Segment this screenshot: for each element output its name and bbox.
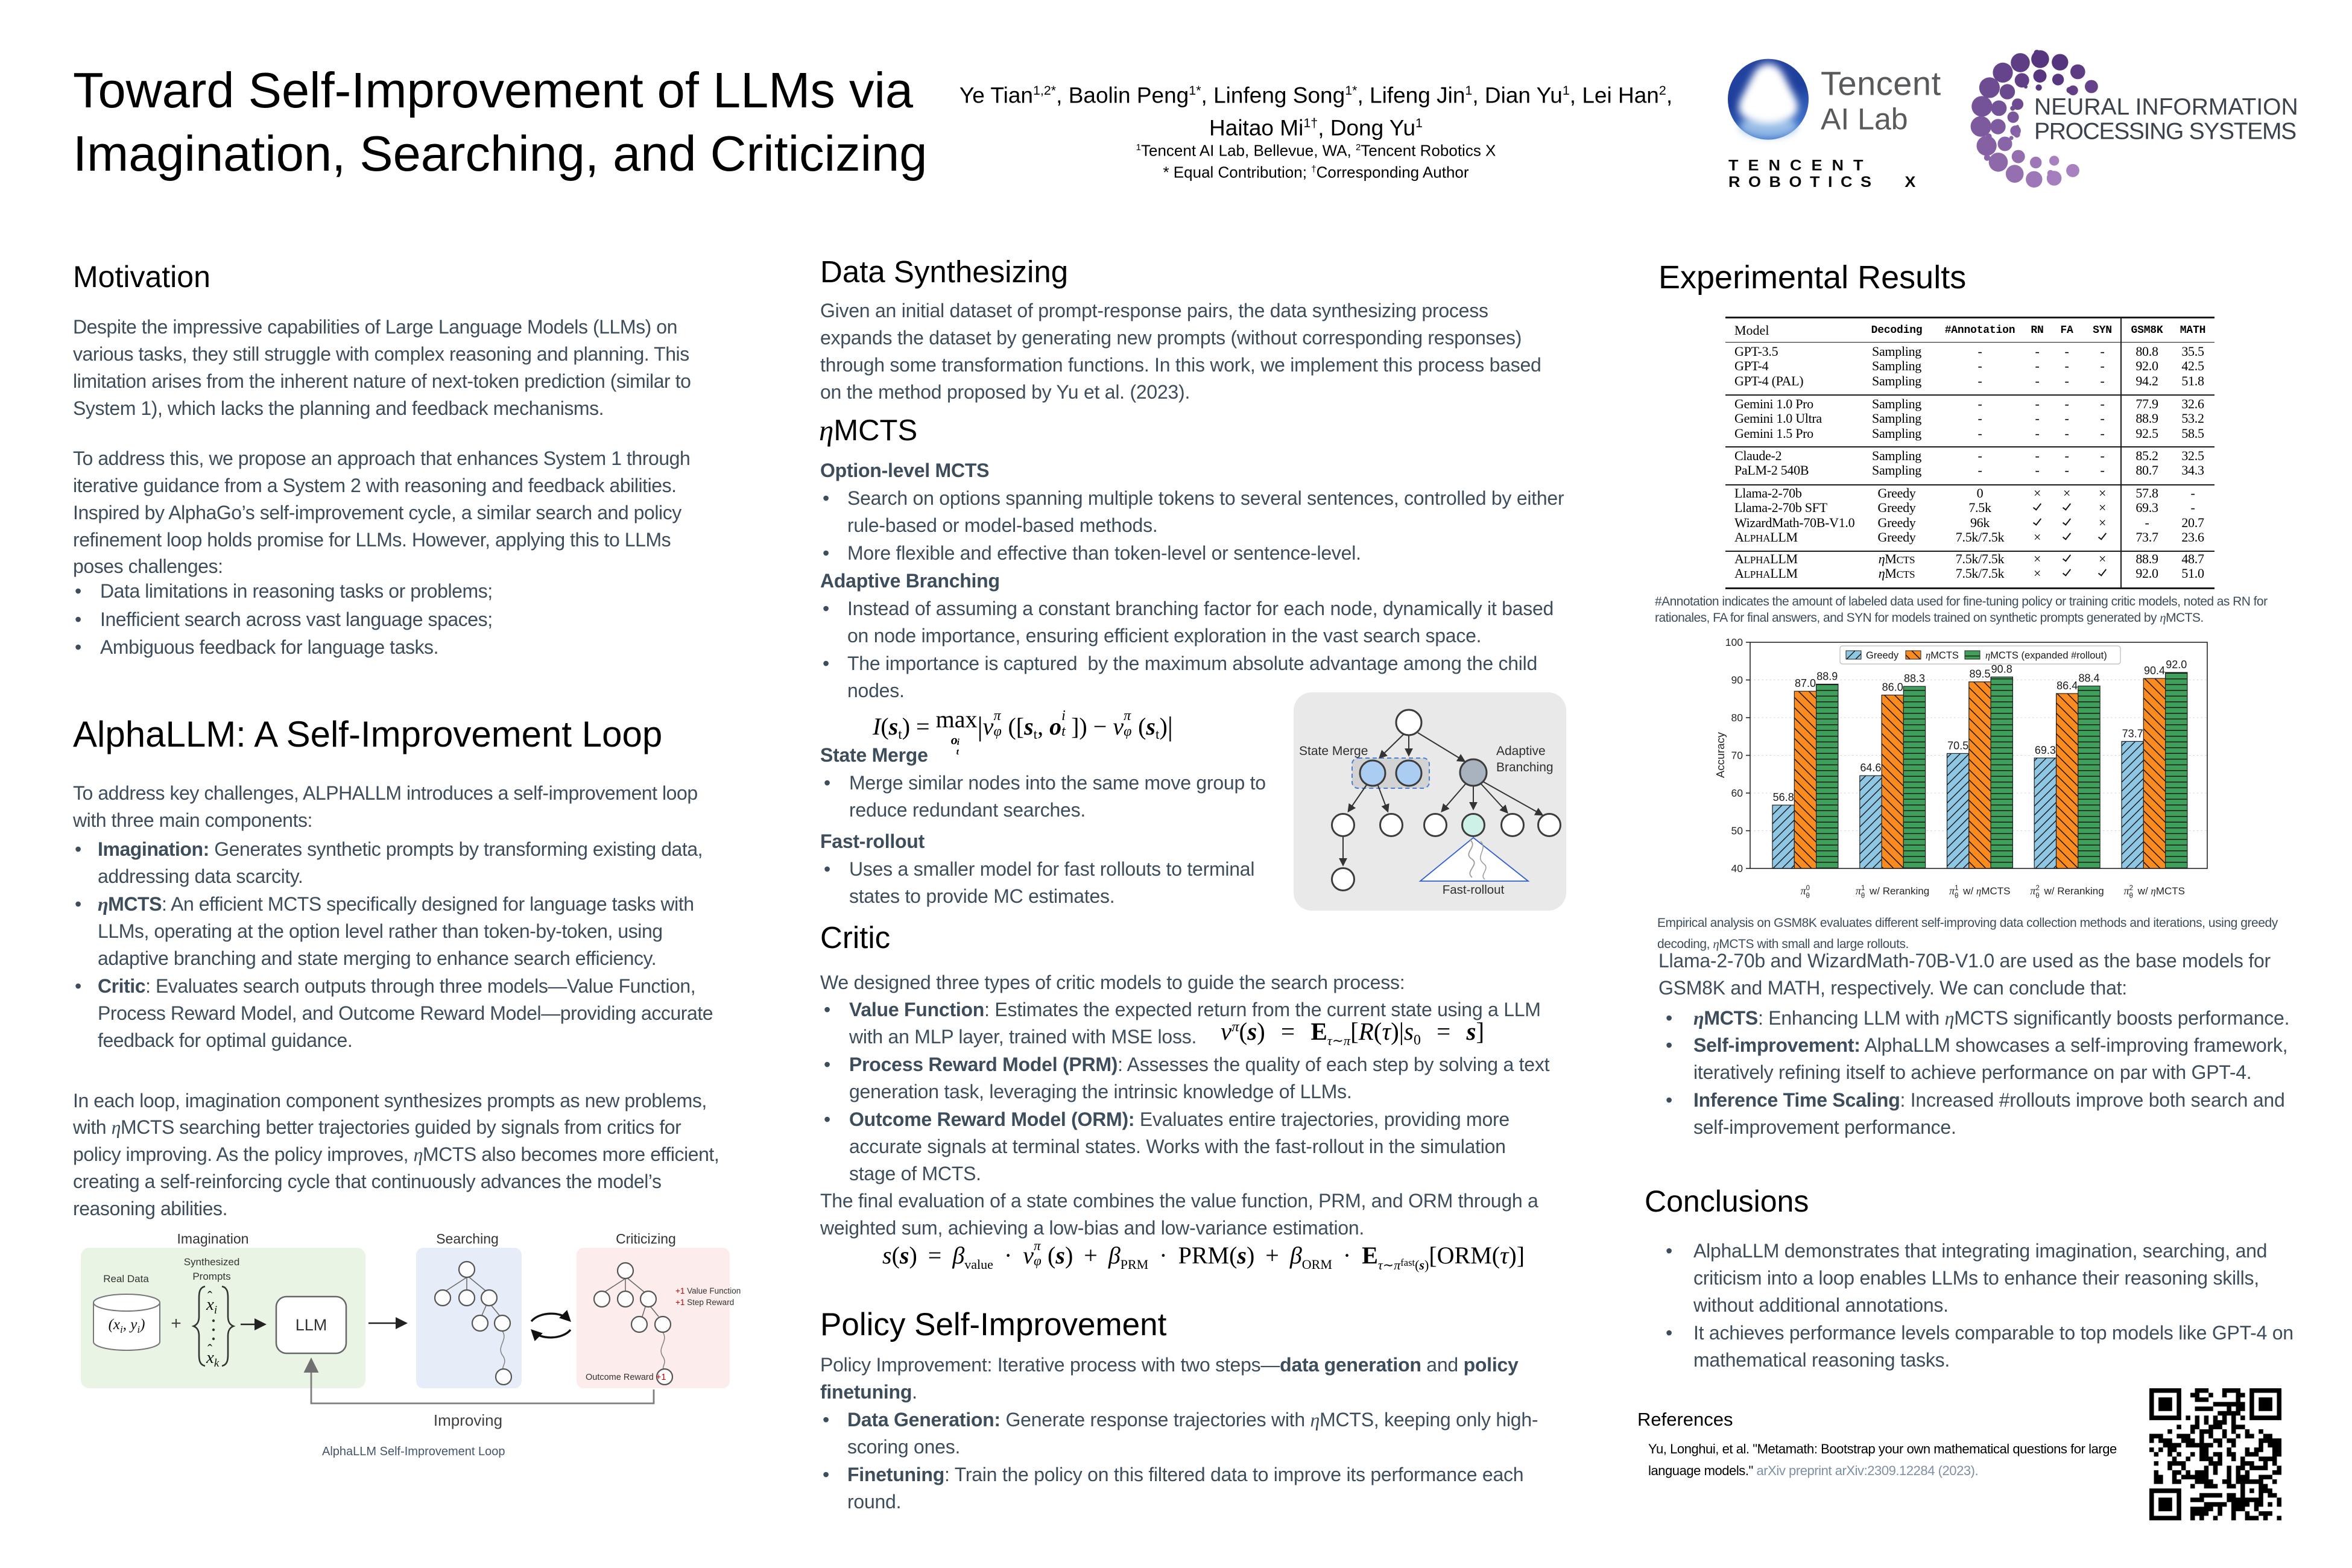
svg-text:Tencent: Tencent <box>1821 65 1941 103</box>
svg-text:40: 40 <box>1731 862 1743 874</box>
svg-text:Real Data: Real Data <box>103 1273 149 1285</box>
svg-text:+: + <box>171 1314 182 1333</box>
svg-text:+1 Value Function: +1 Value Function <box>675 1286 741 1295</box>
svg-text:69.3: 69.3 <box>2035 744 2056 756</box>
svg-text:π1θ w/ Reranking: π1 θ w/ Reranking <box>1856 885 1929 900</box>
svg-text:88.3: 88.3 <box>1904 672 1925 684</box>
svg-text:100: 100 <box>1725 636 1743 648</box>
svg-text:π2θ w/ ηMCTS: π2 θ w/ ηMCTS <box>2124 885 2185 900</box>
svg-text:70: 70 <box>1731 750 1743 762</box>
svg-text:Criticizing: Criticizing <box>616 1231 676 1247</box>
svg-text:60: 60 <box>1731 787 1743 799</box>
svg-text:Imagination: Imagination <box>177 1231 249 1247</box>
svg-text:Searching: Searching <box>436 1231 499 1247</box>
svg-text:Improving: Improving <box>434 1411 502 1429</box>
svg-text:ˆ: ˆ <box>207 1342 212 1358</box>
svg-text:Synthesized: Synthesized <box>184 1256 240 1268</box>
svg-text:π2θ w/ Reranking: π2 θ w/ Reranking <box>2030 885 2104 900</box>
svg-text:PROCESSING SYSTEMS: PROCESSING SYSTEMS <box>2034 119 2296 145</box>
svg-text:Outcome Reward +1: Outcome Reward +1 <box>586 1373 666 1382</box>
svg-text:56.8: 56.8 <box>1773 791 1794 803</box>
svg-text:89.5: 89.5 <box>1969 668 1990 680</box>
svg-text:Fast-rollout: Fast-rollout <box>1443 883 1505 897</box>
svg-text:Adaptive: Adaptive <box>1496 744 1546 758</box>
svg-text:ηMCTS: ηMCTS <box>1926 650 1959 661</box>
svg-text:π1θ w/ ηMCTS: π1 θ w/ ηMCTS <box>1949 885 2010 900</box>
svg-text:π0θ: π0 θ <box>1801 885 1810 900</box>
svg-text:ROBOTICS X: ROBOTICS X <box>1728 173 1924 191</box>
svg-text:90.8: 90.8 <box>1991 663 2012 675</box>
svg-text:Branching: Branching <box>1496 760 1554 774</box>
svg-text:86.4: 86.4 <box>2056 680 2078 692</box>
svg-text:Accuracy: Accuracy <box>1714 732 1727 778</box>
svg-text:NEURAL INFORMATION: NEURAL INFORMATION <box>2034 94 2298 120</box>
svg-text:LLM: LLM <box>296 1316 327 1334</box>
svg-text:73.7: 73.7 <box>2122 727 2143 739</box>
svg-text:88.4: 88.4 <box>2078 672 2099 684</box>
svg-text:Greedy: Greedy <box>1866 650 1899 661</box>
svg-text:86.0: 86.0 <box>1882 681 1903 694</box>
svg-text:State Merge: State Merge <box>1299 744 1368 758</box>
svg-text:ηMCTS (expanded #rollout): ηMCTS (expanded #rollout) <box>1985 650 2107 661</box>
svg-text:64.6: 64.6 <box>1860 762 1881 774</box>
svg-text:88.9: 88.9 <box>1816 670 1838 682</box>
svg-text:70.5: 70.5 <box>1947 739 1968 751</box>
svg-text:Prompts: Prompts <box>192 1271 230 1282</box>
svg-text:TENCENT: TENCENT <box>1728 156 1873 174</box>
svg-text:90: 90 <box>1731 674 1743 686</box>
svg-text:+1 Step Reward: +1 Step Reward <box>675 1298 734 1307</box>
svg-text:50: 50 <box>1731 825 1743 837</box>
svg-text:AI Lab: AI Lab <box>1821 103 1908 136</box>
svg-text:90.4: 90.4 <box>2144 665 2165 677</box>
svg-text:87.0: 87.0 <box>1795 677 1816 689</box>
svg-text:(xi, yi): (xi, yi) <box>109 1317 145 1335</box>
svg-text:80: 80 <box>1731 712 1743 724</box>
svg-text:92.0: 92.0 <box>2166 659 2187 671</box>
svg-text:ˆ: ˆ <box>207 1289 212 1305</box>
